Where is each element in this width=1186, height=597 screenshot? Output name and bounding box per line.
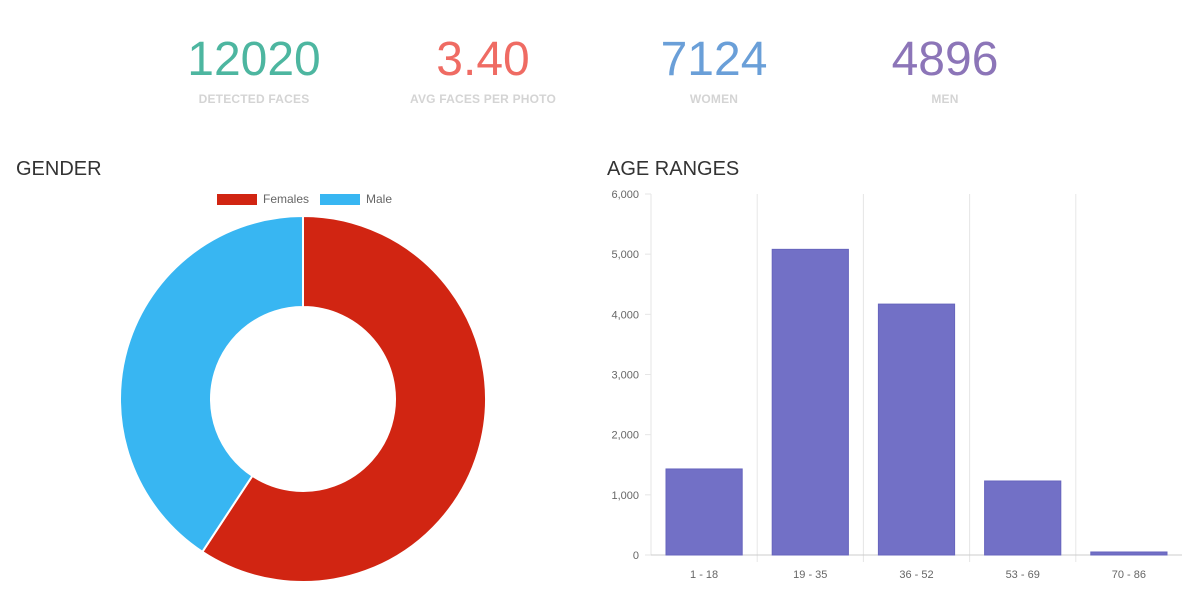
y-tick-label: 3,000 [611,370,639,382]
bar-1-18[interactable] [665,468,743,556]
x-tick-label: 36 - 52 [899,569,933,581]
x-tick-label: 53 - 69 [1006,569,1040,581]
gender-donut-chart: Females Male [119,192,487,583]
y-tick-label: 5,000 [611,249,639,261]
x-tick-label: 70 - 86 [1112,569,1146,581]
stat-label: WOMEN [689,92,739,106]
stat-avg-faces-per-photo: 3.40 AVG FACES PER PHOTO [373,32,593,106]
stat-label: DETECTED FACES [198,92,310,106]
stat-women: 7124 WOMEN [604,32,824,106]
legend-item-male[interactable]: Male [320,192,392,206]
y-tick-label: 2,000 [611,430,639,442]
bar-53-69[interactable] [984,480,1062,556]
stat-value: 4896 [891,33,999,86]
legend-label: Male [366,192,392,206]
y-tick-label: 4,000 [611,309,639,321]
stat-label: MEN [931,92,959,106]
stat-value: 7124 [660,33,768,86]
y-tick-label: 0 [633,550,639,562]
stat-label: AVG FACES PER PHOTO [409,92,557,106]
gender-title: GENDER [16,158,102,180]
stat-value: 3.40 [436,33,530,86]
legend-swatch [320,194,360,205]
legend-label: Females [263,192,309,206]
stat-value: 12020 [187,33,321,86]
x-tick-label: 19 - 35 [793,569,827,581]
y-tick-label: 6,000 [611,189,639,201]
donut-slice-females[interactable] [200,214,487,583]
legend-item-females[interactable]: Females [217,192,309,206]
legend-swatch [217,194,257,205]
y-tick-label: 1,000 [611,490,639,502]
donut-slice-male[interactable] [119,214,304,554]
bar-19-35[interactable] [771,248,849,556]
stat-men: 4896 MEN [835,32,1055,106]
bar-70-86[interactable] [1090,551,1168,556]
bar-36-52[interactable] [877,303,956,556]
age-ranges-title: AGE RANGES [607,158,740,180]
stat-detected-faces: 12020 DETECTED FACES [144,32,364,106]
age-ranges-bar-chart: 0 1,000 2,000 3,000 4,000 5,000 6,000 1 - 18 19 … [611,189,1182,581]
x-tick-label: 1 - 18 [690,569,718,581]
